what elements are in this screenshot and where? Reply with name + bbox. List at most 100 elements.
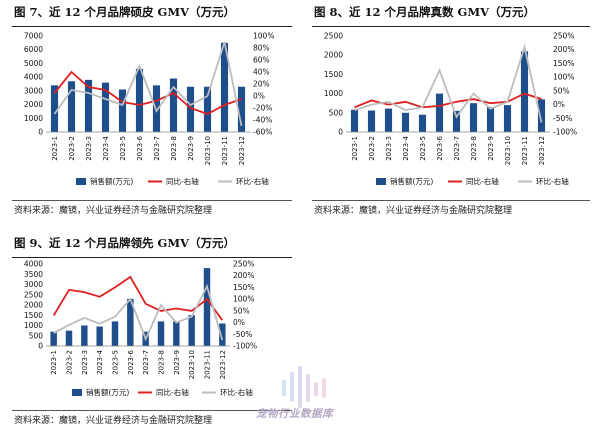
x-tick-label: 2023-6 (127, 349, 135, 374)
watermark-text: 宠物行业数据库 (256, 408, 333, 420)
bar (96, 326, 103, 346)
fig7-source: 资料来源：魔镜，兴业证券经济与金融研究院整理 (14, 206, 213, 216)
x-tick-label: 2023-12 (238, 136, 246, 165)
x-tick-label: 2023-7 (142, 350, 150, 375)
x-tick-label: 2023-5 (119, 136, 127, 161)
x-tick-label: 2023-7 (153, 136, 161, 161)
x-tick-label: 2023-3 (81, 350, 89, 375)
x-tick-label: 2023-10 (188, 350, 196, 379)
left-tick-label: 4000 (24, 260, 43, 269)
right-tick-label: -100% (553, 128, 577, 137)
bar (350, 109, 359, 132)
x-tick-label: 2023-9 (187, 136, 195, 161)
fig8-source: 资料来源：魔镜，兴业证券经济与金融研究院整理 (314, 206, 513, 216)
x-tick-label: 2023-3 (385, 136, 393, 161)
x-tick-label: 2023-8 (170, 136, 178, 161)
right-tick-label: -50% (553, 114, 572, 123)
left-tick-label: 500 (329, 108, 344, 117)
right-tick-label: 100% (253, 32, 274, 41)
left-tick-label: 0 (38, 128, 43, 137)
bar (135, 68, 144, 132)
bar (486, 107, 495, 132)
legend-label: 同比-右轴 (156, 387, 189, 397)
yoy-line (53, 70, 242, 115)
right-tick-label: -100% (233, 342, 257, 351)
legend-bar-swatch (76, 178, 86, 185)
fig7-top-rule (12, 26, 292, 27)
watermark-logo-icon (282, 366, 326, 408)
x-tick-label: 2023-2 (66, 350, 74, 375)
x-tick-label: 2023-4 (96, 349, 104, 374)
x-tick-label: 2023-11 (221, 136, 229, 165)
right-tick-label: 60% (253, 56, 270, 65)
left-tick-label: 5000 (24, 59, 43, 68)
bar (118, 89, 127, 132)
right-tick-label: 150% (553, 59, 574, 68)
right-tick-label: 50% (553, 86, 570, 95)
x-tick-label: 2023-1 (50, 350, 58, 375)
x-tick-label: 2023-9 (487, 136, 495, 161)
right-tick-label: 100% (233, 295, 254, 304)
right-tick-label: 40% (253, 68, 270, 77)
x-tick-label: 2023-6 (436, 135, 444, 160)
right-tick-label: -40% (253, 116, 272, 125)
right-tick-label: 250% (233, 260, 254, 269)
left-tick-label: 0 (338, 128, 343, 137)
left-tick-label: 2500 (324, 32, 343, 41)
fig7-chart: 0 1000 2000 3000 4000 5000 6000 7000 -60% -40% -20… (24, 32, 275, 187)
fig9-top-rule (12, 257, 292, 258)
yoy-line (354, 92, 542, 109)
left-tick-label: 2000 (24, 301, 43, 310)
bar (537, 99, 546, 132)
bar (520, 51, 529, 132)
x-tick-label: 2023-9 (173, 350, 181, 375)
mom-line (53, 41, 243, 127)
right-tick-label: 150% (233, 283, 254, 292)
x-tick-label: 2023-2 (368, 136, 376, 161)
x-tick-label: 2023-7 (453, 136, 461, 161)
bar (81, 325, 88, 346)
left-tick-label: 500 (29, 331, 44, 340)
legend-label: 销售额(万元) (86, 387, 129, 397)
bar (237, 86, 246, 132)
mom-line (354, 43, 543, 123)
x-tick-label: 2023-5 (419, 136, 427, 161)
bar (65, 330, 73, 346)
x-tick-label: 2023-6 (136, 135, 144, 160)
bar (469, 103, 478, 132)
right-tick-label: 0% (233, 318, 245, 327)
bar (203, 268, 211, 346)
fig9-title: 图 9、近 12 个月品牌领先 GMV（万元） (14, 236, 235, 250)
x-tick-label: 2023-2 (68, 136, 76, 161)
x-tick-label: 2023-12 (538, 136, 546, 165)
left-tick-label: 1500 (24, 311, 43, 320)
bar (219, 323, 226, 346)
left-tick-label: 6000 (24, 45, 43, 54)
left-tick-label: 1000 (24, 321, 43, 330)
right-tick-label: 20% (253, 80, 270, 89)
bar (111, 321, 119, 346)
x-tick-label: 2023-5 (112, 350, 120, 375)
bar (203, 86, 212, 132)
bar (67, 81, 76, 132)
bar (435, 93, 444, 132)
yoy-line (52, 275, 224, 321)
fig9-bottom-rule (12, 410, 292, 411)
legend-label: 环比-右轴 (536, 176, 569, 186)
right-tick-label: 200% (553, 45, 574, 54)
bar (101, 82, 110, 132)
x-tick-label: 2023-12 (219, 350, 227, 379)
legend-label: 环比-右轴 (220, 387, 253, 397)
right-tick-label: 80% (253, 44, 270, 53)
left-tick-label: 2000 (24, 100, 43, 109)
left-tick-label: 3000 (24, 280, 43, 289)
x-tick-label: 2023-8 (158, 350, 166, 375)
bar (169, 78, 178, 132)
left-tick-label: 3000 (24, 86, 43, 95)
bar (220, 42, 229, 132)
fig8-title: 图 8、近 12 个月品牌真数 GMV（万元） (314, 5, 535, 19)
legend-label: 同比-右轴 (466, 176, 499, 186)
mom-line (53, 283, 224, 342)
left-tick-label: 2500 (24, 290, 43, 299)
